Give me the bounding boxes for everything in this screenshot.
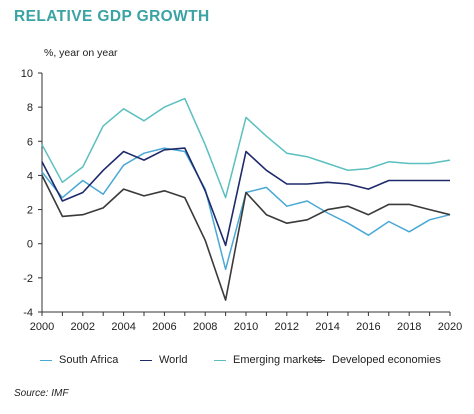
x-tick-label: 2014 bbox=[315, 321, 339, 333]
series-line-developed-economies bbox=[41, 175, 451, 301]
source-note: Source: IMF bbox=[14, 388, 69, 399]
y-tick-label: 10 bbox=[21, 68, 33, 80]
x-tick-label: 2002 bbox=[71, 321, 95, 333]
x-tick-label: 2018 bbox=[397, 321, 421, 333]
x-tick-label: 2020 bbox=[438, 321, 462, 333]
y-tick-label: 6 bbox=[27, 136, 33, 148]
y-tick-label: 4 bbox=[27, 170, 33, 182]
x-tick-label: 2000 bbox=[30, 321, 54, 333]
x-tick-label: 2006 bbox=[152, 321, 176, 333]
x-tick-label: 2008 bbox=[193, 321, 217, 333]
y-axis-unit-label: %, year on year bbox=[44, 47, 118, 59]
legend-item: Emerging markets bbox=[214, 354, 322, 366]
legend-item: World bbox=[140, 354, 188, 366]
legend-label: South Africa bbox=[59, 354, 119, 366]
y-tick-label: 8 bbox=[27, 102, 33, 114]
chart-title: RELATIVE GDP GROWTH bbox=[14, 8, 210, 25]
legend-item: South Africa bbox=[40, 354, 118, 366]
series-line-world bbox=[41, 147, 450, 247]
series-line-emerging-markets bbox=[41, 97, 451, 199]
y-tick-label: -2 bbox=[23, 273, 33, 285]
x-tick-label: 2012 bbox=[275, 321, 299, 333]
legend-label: Developed economies bbox=[332, 354, 441, 366]
legend-swatch bbox=[313, 359, 325, 361]
legend-label: World bbox=[159, 354, 188, 366]
chart-legend: South Africa World Emerging markets Develop… bbox=[0, 354, 474, 372]
y-tick-label: 2 bbox=[27, 205, 33, 217]
y-tick-label: -4 bbox=[23, 307, 33, 319]
x-tick-label: 2016 bbox=[356, 321, 380, 333]
legend-label: Emerging markets bbox=[233, 354, 323, 366]
y-tick-label: 0 bbox=[27, 239, 33, 251]
legend-item: Developed economies bbox=[313, 354, 441, 366]
legend-swatch bbox=[140, 359, 152, 361]
x-tick-label: 2004 bbox=[111, 321, 135, 333]
x-tick-label: 2010 bbox=[234, 321, 258, 333]
legend-swatch bbox=[214, 359, 226, 361]
legend-swatch bbox=[40, 359, 52, 361]
